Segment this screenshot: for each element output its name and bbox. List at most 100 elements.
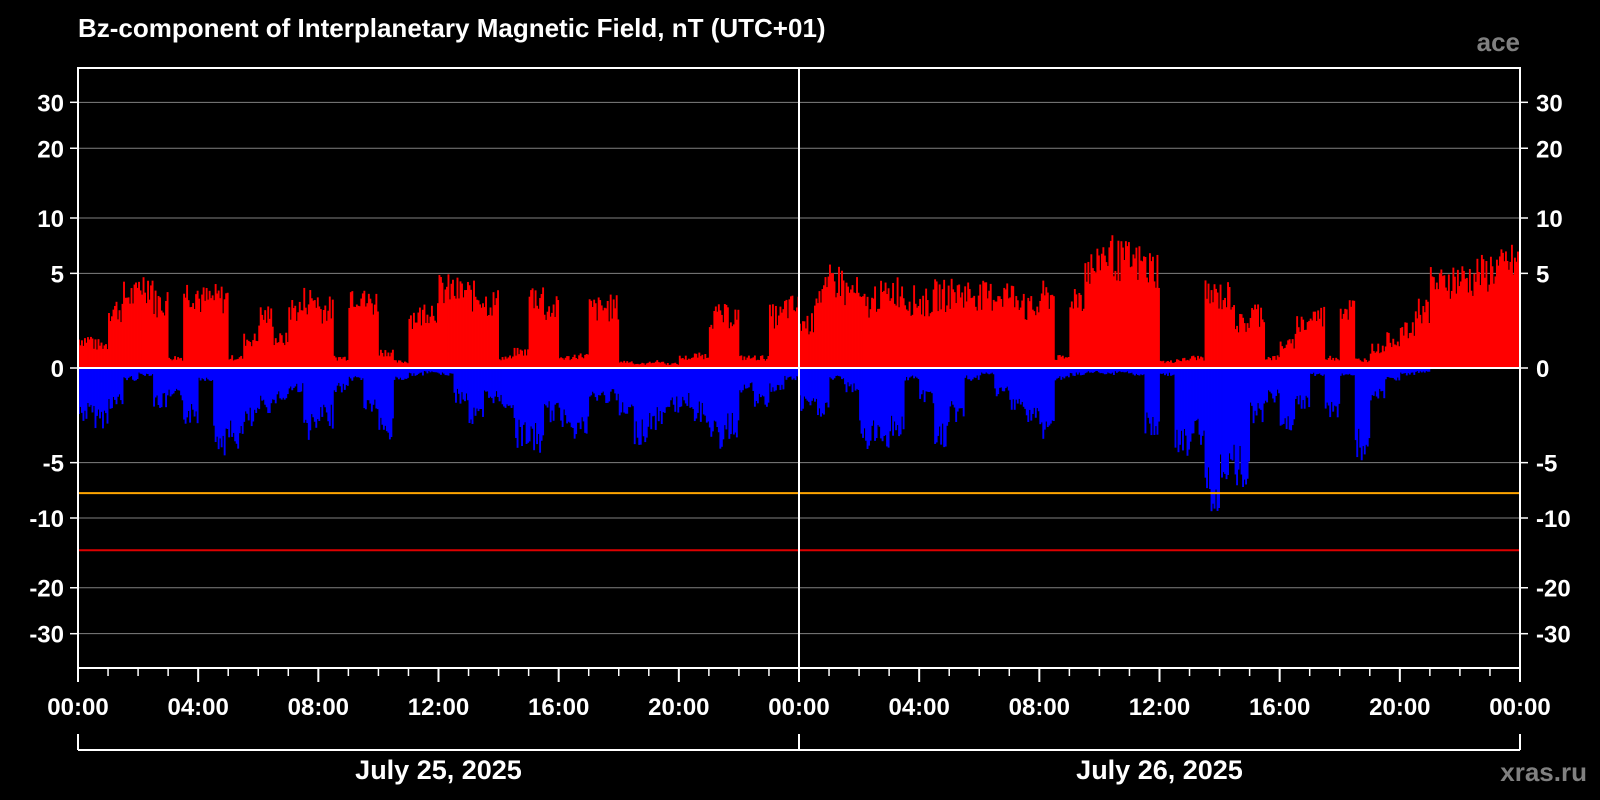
bz-negative-bar: [446, 368, 448, 376]
bz-positive-bar: [1022, 293, 1025, 368]
bz-positive-bar: [1285, 344, 1288, 368]
bz-negative-bar: [1423, 368, 1426, 373]
bz-positive-bar: [665, 364, 668, 368]
bz-negative-bar: [1046, 368, 1049, 428]
bz-positive-bar: [1007, 298, 1010, 368]
bz-positive-bar: [977, 295, 980, 368]
bz-negative-bar: [938, 368, 941, 427]
bz-positive-bar: [1078, 292, 1081, 368]
bz-positive-bar: [651, 362, 654, 368]
bz-negative-bar: [1210, 368, 1213, 512]
bz-positive-bar: [1333, 360, 1336, 368]
bz-negative-bar: [869, 368, 872, 441]
bz-negative-bar: [791, 368, 794, 380]
bz-negative-bar: [1345, 368, 1348, 375]
bz-positive-bar: [662, 361, 665, 368]
bz-positive-bar: [899, 296, 902, 368]
bz-negative-bar: [561, 368, 564, 427]
bz-negative-bar: [112, 368, 115, 397]
bz-positive-bar: [1171, 362, 1174, 368]
bz-negative-bar: [96, 368, 98, 416]
bz-positive-bar: [100, 342, 103, 368]
bz-positive-bar: [342, 357, 345, 368]
bz-negative-bar: [186, 368, 189, 418]
bz-negative-bar: [641, 368, 644, 420]
y-tick-label-left: -30: [29, 622, 64, 649]
bz-positive-bar: [726, 307, 729, 368]
bz-positive-bar: [627, 362, 630, 368]
bz-negative-bar: [832, 368, 834, 380]
bz-negative-bar: [1094, 368, 1097, 372]
bz-negative-bar: [1251, 368, 1254, 406]
bz-negative-bar: [1393, 368, 1396, 380]
bz-negative-bar: [600, 368, 603, 393]
bz-negative-bar: [937, 368, 940, 436]
bz-positive-bar: [512, 356, 515, 368]
y-tick-label-right: -10: [1536, 506, 1571, 533]
bz-positive-bar: [403, 361, 406, 368]
bz-negative-bar: [935, 368, 938, 443]
bz-negative-bar: [189, 368, 192, 423]
bz-positive-bar: [1088, 283, 1091, 368]
bz-negative-bar: [1389, 368, 1392, 378]
bz-negative-bar: [540, 368, 543, 441]
bz-negative-bar: [103, 368, 106, 411]
bz-negative-bar: [820, 368, 822, 417]
bz-positive-bar: [441, 282, 444, 368]
bz-positive-bar: [641, 362, 644, 368]
bz-positive-bar: [1042, 280, 1045, 368]
bz-negative-bar: [994, 368, 997, 389]
bz-negative-bar: [1052, 368, 1055, 421]
bz-negative-bar: [1103, 368, 1106, 375]
bz-positive-bar: [1064, 357, 1067, 368]
bz-positive-bar: [157, 295, 160, 368]
bz-negative-bar: [208, 368, 211, 381]
bz-negative-bar: [1180, 368, 1183, 431]
bz-positive-bar: [824, 277, 827, 368]
bz-positive-bar: [231, 355, 234, 368]
bz-negative-bar: [342, 368, 345, 384]
bz-positive-bar: [853, 292, 855, 368]
bz-negative-bar: [639, 368, 642, 445]
bz-positive-bar: [489, 307, 492, 368]
bz-negative-bar: [1076, 368, 1079, 375]
bz-negative-bar: [346, 368, 349, 386]
bz-negative-bar: [409, 368, 412, 374]
bz-negative-bar: [881, 368, 884, 442]
bz-negative-bar: [1243, 368, 1246, 480]
bz-negative-bar: [1141, 368, 1144, 376]
bz-negative-bar: [1018, 368, 1021, 399]
bz-negative-bar: [214, 368, 217, 443]
bz-negative-bar: [530, 368, 533, 427]
bz-negative-bar: [307, 368, 310, 440]
bz-negative-bar: [192, 368, 195, 410]
bz-positive-bar: [1489, 256, 1492, 368]
bz-positive-bar: [789, 296, 792, 368]
bz-negative-bar: [581, 368, 584, 418]
bz-positive-bar: [1309, 318, 1312, 368]
bz-positive-bar: [1165, 361, 1168, 368]
bz-negative-bar: [286, 368, 289, 395]
bz-negative-bar: [1363, 368, 1366, 455]
y-tick-label-left: -20: [29, 576, 64, 603]
bz-negative-bar: [396, 368, 399, 378]
bz-negative-bar: [898, 368, 901, 437]
bz-positive-bar: [1251, 308, 1254, 368]
bz-positive-bar: [608, 321, 611, 368]
bz-negative-bar: [1203, 368, 1205, 431]
bz-positive-bar: [847, 286, 849, 368]
bz-negative-bar: [485, 368, 487, 392]
bz-positive-bar: [950, 278, 953, 368]
bz-positive-bar: [485, 296, 487, 368]
bz-positive-bar: [1462, 270, 1465, 368]
bz-negative-bar: [809, 368, 812, 406]
bz-negative-bar: [536, 368, 539, 445]
bz-positive-bar: [1130, 266, 1133, 368]
bz-negative-bar: [268, 368, 271, 413]
bz-negative-bar: [534, 368, 537, 424]
bz-negative-bar: [596, 368, 599, 401]
bz-negative-bar: [878, 368, 881, 427]
bz-negative-bar: [1156, 368, 1159, 435]
bz-negative-bar: [150, 368, 153, 376]
bz-negative-bar: [1087, 368, 1090, 372]
